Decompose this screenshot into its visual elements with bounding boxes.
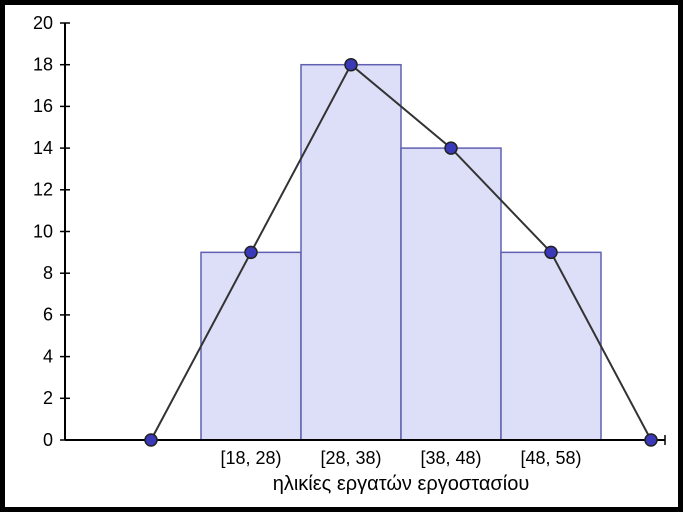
x-tick-label: [38, 48) <box>420 448 481 468</box>
polygon-marker <box>445 142 457 154</box>
histogram-bar <box>301 65 401 440</box>
y-tick-label: 14 <box>33 138 53 158</box>
x-tick-label: [48, 58) <box>520 448 581 468</box>
histogram-chart: 0 2 4 6 8 10 12 14 16 18 20 [18, 28) [28, 38) [38, 4… <box>5 5 678 507</box>
y-tick-label: 10 <box>33 221 53 241</box>
y-tick-label: 0 <box>43 430 53 450</box>
x-tick-label: [18, 28) <box>220 448 281 468</box>
histogram-bar <box>201 252 301 440</box>
y-tick-label: 20 <box>33 13 53 33</box>
polygon-marker <box>645 434 657 446</box>
chart-frame: 0 2 4 6 8 10 12 14 16 18 20 [18, 28) [28, 38) [38, 4… <box>0 0 683 512</box>
y-tick-label: 4 <box>43 346 53 366</box>
y-tick-label: 18 <box>33 54 53 74</box>
y-tick-label: 2 <box>43 388 53 408</box>
bars-group <box>201 65 601 440</box>
histogram-bar <box>501 252 601 440</box>
polygon-marker <box>545 246 557 258</box>
histogram-bar <box>401 148 501 440</box>
x-tick-label: [28, 38) <box>320 448 381 468</box>
y-tick-label: 16 <box>33 96 53 116</box>
y-tick-label: 6 <box>43 305 53 325</box>
y-tick-label: 12 <box>33 180 53 200</box>
polygon-marker <box>145 434 157 446</box>
y-tick-label: 8 <box>43 263 53 283</box>
x-axis-title: ηλικίες εργατών εργοστασίου <box>273 473 530 495</box>
polygon-marker <box>345 59 357 71</box>
x-axis-labels: [18, 28) [28, 38) [38, 48) [48, 58) <box>220 448 581 468</box>
polygon-marker <box>245 246 257 258</box>
